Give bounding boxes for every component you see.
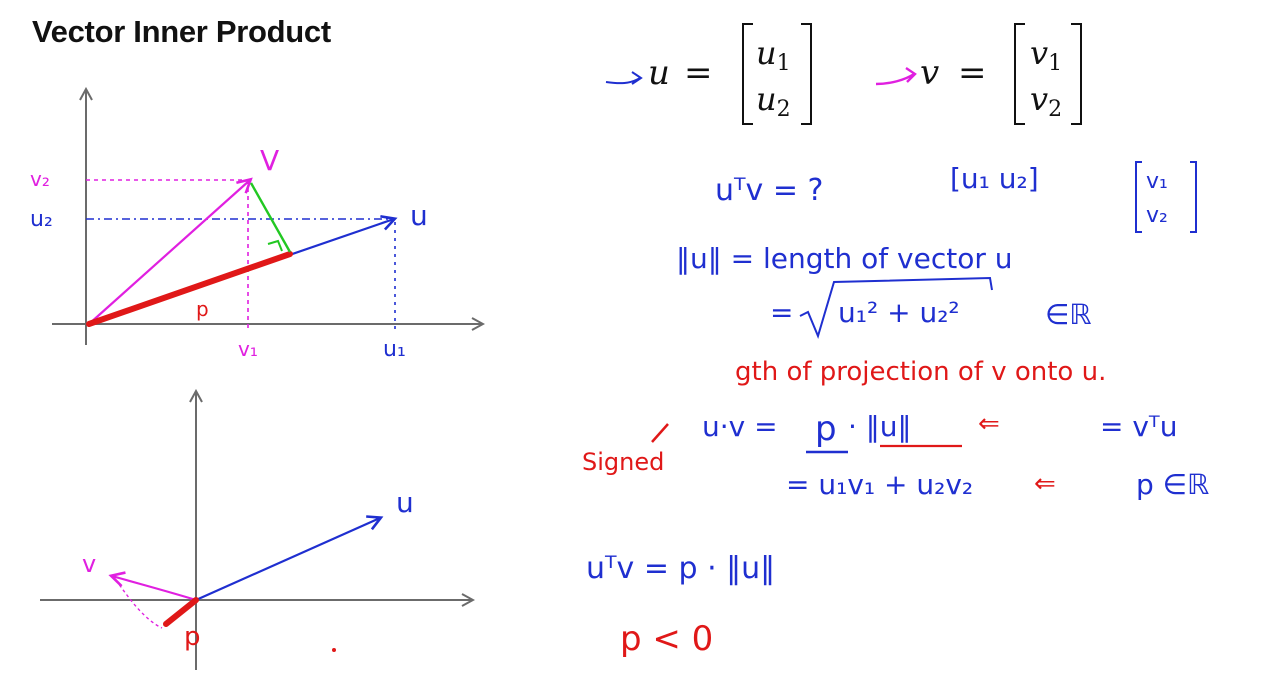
p-label: p [196,297,209,321]
vector-v [88,177,253,325]
vector-definitions: u = u1 u2 v = v1 v2 [605,23,1082,125]
bottom-figure: u v p [40,392,472,670]
col-bracket-left [1135,161,1142,233]
sqrt-sign [799,276,993,339]
note-signed: Signed [582,448,664,476]
u-def-arrow [605,71,643,85]
note-dot-lhs: u·v = [702,410,778,443]
projection-p-bottom [163,597,199,627]
perpendicular [249,182,292,253]
note-sqrt-content: u₁² + u₂² [838,296,960,329]
note-projection-length: gth of projection of v onto u. [735,357,1106,387]
note-dot-arrow: ⇐ [978,409,1000,439]
note-row-vector: [u₁ u₂] [950,162,1039,195]
v-comp-1: v1 [1030,34,1062,76]
perpendicular-bottom [115,579,163,629]
slide-title: Vector Inner Product [32,14,331,49]
signed-slash [651,423,669,443]
u-label: u [410,199,428,232]
vector-v-bottom [108,571,197,602]
note-inner-product-question: uᵀv = ? [715,173,823,208]
note-sqrt-equals: = [770,296,793,329]
note-inner-product-formula: uᵀv = p · ‖u‖ [586,551,775,586]
top-figure: V u v₂ u₂ v₁ u₁ p [30,90,482,362]
u-bracket-right [801,23,812,125]
u-comp-1: u1 [756,34,791,76]
v-comp-2: v2 [1030,80,1062,122]
u-bracket-left [742,23,753,125]
v-bracket-right [1071,23,1082,125]
u-comp-2: u2 [756,80,791,122]
note-col-v2: v₂ [1146,203,1168,228]
note-component-sum: = u₁v₁ + u₂v₂ [786,468,973,501]
v-def-arrow [875,67,917,86]
u-def-name: u [648,53,670,93]
vector-u-bottom [195,515,384,602]
p-label-bottom: p [184,622,201,652]
note-p-negative: p < 0 [620,619,713,659]
v-label-bottom: v [82,550,96,578]
note-p-real: p ∈ℝ [1136,468,1209,501]
v2-tick-label: v₂ [30,167,50,191]
note-sum-arrow: ⇐ [1034,469,1056,499]
handwritten-notes: uᵀv = ? [u₁ u₂] v₁ v₂ ‖u‖ = length of ve… [582,161,1209,659]
u-def-equals: = [684,53,713,93]
note-dot-norm: · ‖u‖ [848,410,912,443]
projection-p [86,251,293,327]
v-label: V [260,144,279,177]
v-bracket-left [1014,23,1025,125]
v-def-name: v [920,53,939,93]
note-col-v1: v₁ [1146,169,1168,194]
v-def-equals: = [958,53,987,93]
note-norm-definition: ‖u‖ = length of vector u [676,242,1013,275]
u1-tick-label: u₁ [383,337,406,362]
col-bracket-right [1190,161,1197,233]
note-dot-rhs: = vᵀu [1100,410,1177,443]
right-angle-mark [267,239,283,252]
note-real: ∈ℝ [1045,298,1092,331]
v1-tick-label: v₁ [238,337,258,361]
note-dot-p: p [815,409,837,449]
stray-dot [332,648,336,652]
u2-tick-label: u₂ [30,207,53,232]
u-label-bottom: u [396,486,414,519]
